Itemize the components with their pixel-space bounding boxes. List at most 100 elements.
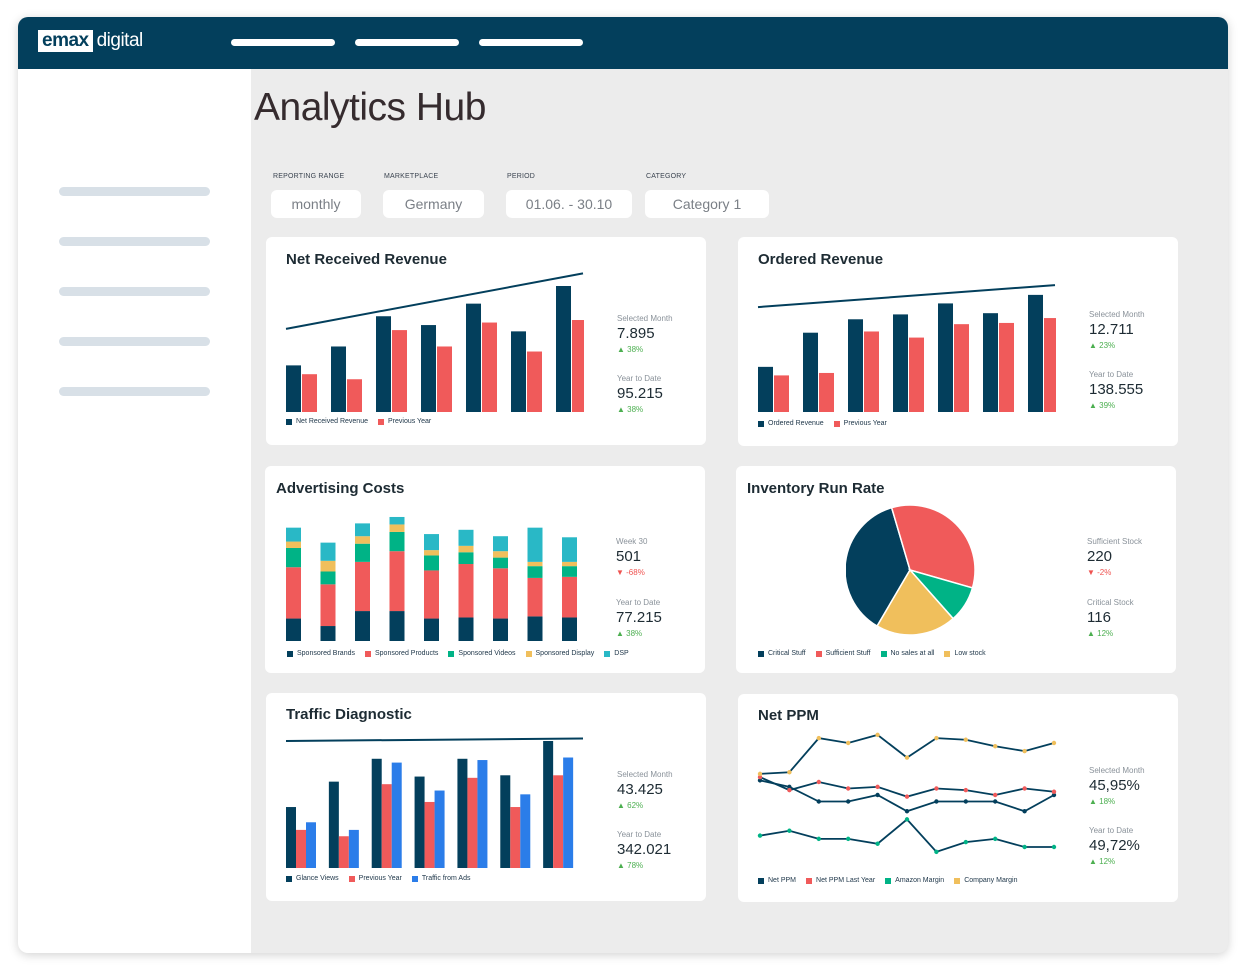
stack-sponsored-display-3 bbox=[355, 536, 370, 544]
sidebar-item-3[interactable] bbox=[59, 287, 210, 296]
marketplace-select[interactable]: Germany bbox=[383, 190, 484, 218]
point-net-ppm-7 bbox=[934, 799, 939, 804]
nav-item-2[interactable] bbox=[355, 39, 459, 46]
point-amazon-margin-11 bbox=[1051, 844, 1057, 850]
emax-digital-logo[interactable]: emax digital bbox=[38, 29, 143, 53]
ordered-revenue-card: Ordered Revenue Ordered Revenue Previous… bbox=[738, 237, 1178, 446]
point-net-ppm-1 bbox=[757, 778, 763, 783]
stat-value: 220 bbox=[1087, 548, 1113, 565]
bar-glance-views-2 bbox=[328, 781, 339, 868]
point-net-ppm-5 bbox=[875, 792, 880, 798]
legend-swatch-red bbox=[806, 877, 813, 884]
point-amazon-margin-10 bbox=[1022, 844, 1027, 850]
reporting-range-select[interactable]: monthly bbox=[271, 190, 361, 218]
bar-net-received-revenue-4 bbox=[421, 325, 436, 412]
stat-delta: ▲ 39% bbox=[1089, 401, 1143, 410]
legend-swatch-yellow bbox=[954, 877, 961, 884]
delta-value: 12% bbox=[1097, 629, 1114, 638]
bar-previous-year-3 bbox=[392, 330, 407, 412]
stat-week-30: Week 30 501 ▼ -68% bbox=[616, 537, 647, 577]
bar-previous-year-1 bbox=[296, 829, 306, 868]
stat-year-to-date: Year to Date 49,72% ▲ 12% bbox=[1089, 826, 1140, 866]
period-select[interactable]: 01.06. - 30.10 bbox=[506, 190, 632, 218]
stack-sponsored-brands-2 bbox=[320, 626, 336, 641]
bar-net-received-revenue-5 bbox=[466, 303, 481, 412]
bar-previous-year-1 bbox=[302, 374, 317, 412]
traffic-diagnostic-chart bbox=[285, 737, 584, 868]
pie-slice-sufficient-stuff bbox=[890, 504, 976, 589]
stat-value: 7.895 bbox=[617, 325, 655, 342]
chart-legend: Sponsored Brands Sponsored Products Spon… bbox=[287, 650, 639, 657]
legend-swatch-navy bbox=[758, 420, 764, 427]
bar-previous-year-5 bbox=[954, 324, 969, 412]
stack-sponsored-products-8 bbox=[527, 577, 543, 617]
stack-sponsored-display-1 bbox=[286, 541, 301, 548]
stat-value: 12.711 bbox=[1089, 321, 1134, 338]
bar-previous-year-5 bbox=[467, 777, 478, 868]
legend-label: Low stock bbox=[954, 650, 986, 657]
legend-label: Sufficient Stuff bbox=[825, 650, 871, 657]
bar-previous-year-5 bbox=[482, 322, 497, 412]
delta-value: 39% bbox=[1099, 401, 1116, 410]
sidebar-item-1[interactable] bbox=[59, 187, 210, 196]
stat-label: Week 30 bbox=[616, 537, 648, 546]
legend-swatch-green bbox=[880, 650, 887, 657]
sidebar-item-2[interactable] bbox=[59, 237, 210, 246]
category-select[interactable]: Category 1 bbox=[645, 190, 769, 218]
bar-previous-year-7 bbox=[572, 320, 584, 412]
stack-sponsored-brands-4 bbox=[389, 611, 405, 641]
point-net-ppm-last-year-6 bbox=[904, 794, 910, 799]
filter-label-period: PERIOD bbox=[507, 173, 536, 180]
stack-sponsored-products-2 bbox=[320, 584, 336, 627]
stack-sponsored-display-4 bbox=[389, 524, 405, 532]
stack-dsp-1 bbox=[286, 527, 301, 542]
stack-sponsored-display-8 bbox=[527, 561, 543, 567]
stat-critical-stock: Critical Stock 116 ▲ 12% bbox=[1087, 598, 1134, 638]
legend-label: No sales at all bbox=[890, 650, 935, 657]
bar-previous-year-6 bbox=[527, 351, 542, 412]
sidebar-item-5[interactable] bbox=[59, 387, 210, 396]
stack-dsp-8 bbox=[527, 527, 543, 562]
stack-sponsored-products-4 bbox=[389, 551, 405, 612]
legend-label: Sponsored Display bbox=[535, 650, 595, 657]
trend-line bbox=[285, 737, 584, 742]
legend-swatch-navy bbox=[286, 875, 292, 882]
stack-sponsored-videos-2 bbox=[320, 571, 336, 585]
stack-sponsored-videos-9 bbox=[562, 566, 577, 577]
net-ppm-card: Net PPM Net PPM Net PPM Last Year Amazon… bbox=[738, 694, 1178, 902]
card-title: Net Received Revenue bbox=[286, 251, 447, 268]
bar-previous-year-3 bbox=[864, 331, 879, 412]
stat-delta: ▲ 38% bbox=[616, 629, 662, 638]
bar-glance-views-3 bbox=[371, 758, 382, 868]
arrow-up-icon: ▲ bbox=[1089, 341, 1100, 350]
filter-label-category: CATEGORY bbox=[646, 173, 687, 180]
stack-dsp-2 bbox=[320, 542, 336, 561]
legend-swatch-red bbox=[348, 875, 355, 882]
bar-ordered-revenue-4 bbox=[893, 314, 908, 412]
point-amazon-margin-7 bbox=[934, 849, 939, 855]
filter-label-reporting-range: REPORTING RANGE bbox=[273, 173, 345, 180]
stat-delta: ▲ 12% bbox=[1087, 629, 1134, 638]
stack-dsp-9 bbox=[562, 537, 577, 562]
arrow-up-icon: ▲ bbox=[1089, 857, 1100, 866]
legend-label: Traffic from Ads bbox=[421, 875, 471, 882]
bar-traffic-from-ads-3 bbox=[391, 762, 402, 868]
stack-sponsored-display-2 bbox=[320, 560, 336, 572]
card-title: Net PPM bbox=[758, 707, 819, 724]
stat-label: Selected Month bbox=[617, 770, 673, 779]
stat-year-to-date: Year to Date 138.555 ▲ 39% bbox=[1089, 370, 1143, 410]
sidebar bbox=[18, 69, 251, 953]
nav-item-3[interactable] bbox=[479, 39, 583, 46]
stat-label: Critical Stock bbox=[1087, 598, 1134, 607]
nav-item-1[interactable] bbox=[231, 39, 335, 46]
stat-label: Year to Date bbox=[1089, 826, 1134, 835]
point-net-ppm-last-year-5 bbox=[875, 784, 880, 790]
stack-sponsored-brands-1 bbox=[286, 618, 301, 641]
point-net-ppm-last-year-1 bbox=[757, 774, 763, 780]
point-net-ppm-3 bbox=[816, 799, 821, 804]
point-net-ppm-6 bbox=[904, 809, 910, 814]
delta-value: 18% bbox=[1099, 797, 1116, 806]
arrow-up-icon: ▲ bbox=[617, 861, 628, 870]
bar-traffic-from-ads-5 bbox=[477, 760, 488, 868]
sidebar-item-4[interactable] bbox=[59, 337, 210, 346]
